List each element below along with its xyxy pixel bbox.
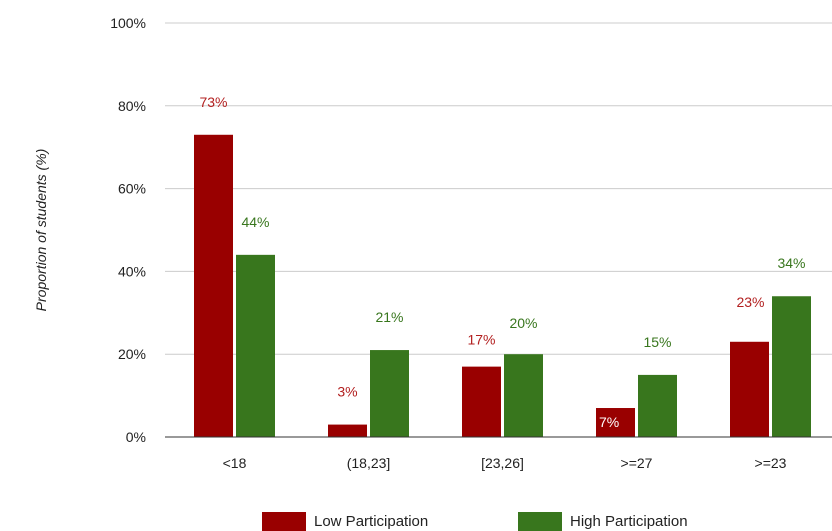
bar-low-participation	[730, 341, 769, 437]
legend: Low Participation High Participation	[262, 512, 688, 531]
data-label-low: 23%	[736, 294, 764, 310]
data-label-high: 20%	[509, 315, 537, 331]
bar-high-participation	[504, 354, 543, 437]
data-label-high: 34%	[777, 255, 805, 271]
y-tick-label: 100%	[110, 15, 146, 31]
y-tick-label: 0%	[126, 429, 146, 445]
bar-low-participation	[462, 366, 501, 437]
legend-swatch-high	[518, 512, 562, 531]
data-label-low: 17%	[467, 332, 495, 348]
x-tick-label: (18,23]	[347, 455, 391, 471]
bar-high-participation	[370, 350, 409, 437]
x-tick-label: <18	[223, 455, 247, 471]
y-tick-label: 60%	[118, 181, 146, 197]
y-tick-label: 80%	[118, 98, 146, 114]
bar-low-participation	[328, 424, 367, 437]
x-tick-label: >=23	[755, 455, 787, 471]
y-tick-label: 20%	[118, 346, 146, 362]
x-tick-label: >=27	[621, 455, 653, 471]
x-tick-label: [23,26]	[481, 455, 524, 471]
bar-high-participation	[236, 254, 275, 437]
data-label-high: 21%	[375, 309, 403, 325]
legend-label-high: High Participation	[570, 513, 688, 530]
y-axis-label: Proportion of students (%)	[33, 149, 49, 312]
y-tick-label: 40%	[118, 263, 146, 279]
bar-high-participation	[772, 296, 811, 437]
data-label-low: 7%	[599, 414, 619, 430]
x-axis-ticks: <18 (18,23] [23,26] >=27 >=23	[223, 455, 787, 471]
data-label-high: 15%	[643, 334, 671, 350]
bars	[194, 134, 811, 437]
data-label-low: 73%	[199, 94, 227, 110]
y-axis-ticks: 0% 20% 40% 60% 80% 100%	[110, 15, 146, 445]
data-labels: 73% 44% 3% 21% 17% 20% 7% 15% 23% 34%	[199, 94, 805, 430]
gridlines	[165, 22, 832, 355]
bar-low-participation	[596, 408, 635, 437]
legend-label-low: Low Participation	[314, 513, 428, 530]
bar-high-participation	[638, 374, 677, 437]
legend-swatch-low	[262, 512, 306, 531]
data-label-low: 3%	[337, 384, 357, 400]
data-label-high: 44%	[241, 214, 269, 230]
bar-low-participation	[194, 134, 233, 437]
